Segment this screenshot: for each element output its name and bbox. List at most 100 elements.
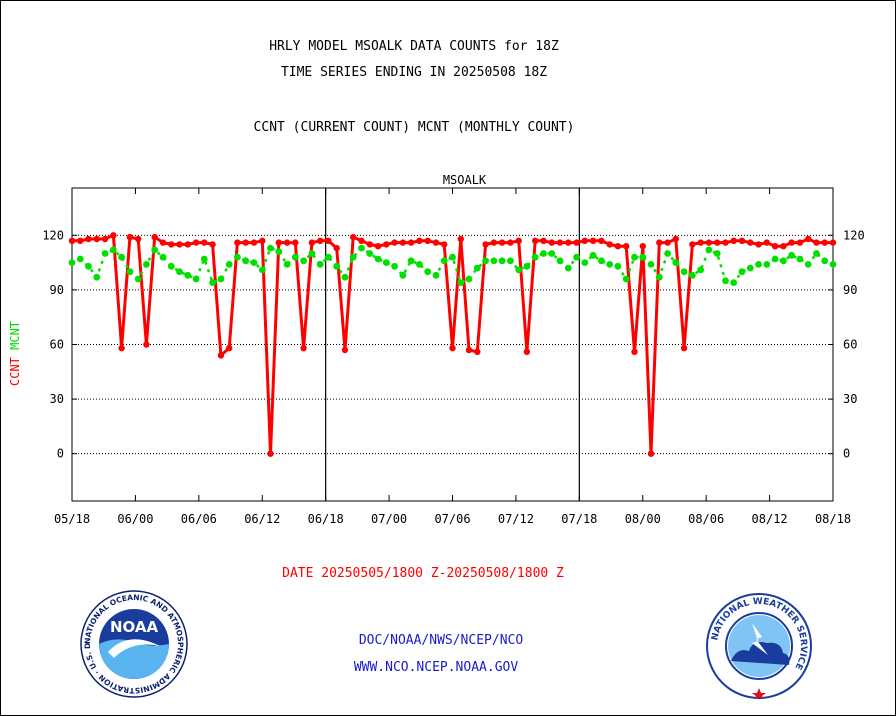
- point-mcnt: [465, 275, 473, 283]
- point-ccnt: [523, 348, 531, 355]
- point-ccnt: [515, 237, 522, 244]
- point-ccnt: [614, 243, 622, 250]
- point-ccnt: [457, 235, 464, 243]
- point-mcnt: [432, 271, 440, 279]
- point-mcnt: [746, 264, 754, 272]
- point-ccnt: [399, 239, 407, 246]
- point-ccnt: [788, 239, 795, 246]
- y-tick-label-left: 60: [50, 338, 64, 352]
- point-mcnt: [242, 257, 250, 265]
- point-mcnt: [374, 255, 382, 263]
- point-ccnt: [275, 239, 282, 246]
- point-ccnt: [391, 239, 398, 246]
- point-mcnt: [424, 268, 432, 276]
- point-ccnt: [689, 241, 696, 248]
- point-mcnt: [796, 255, 804, 263]
- point-ccnt: [333, 244, 340, 252]
- point-mcnt: [523, 262, 531, 270]
- point-ccnt: [548, 239, 555, 246]
- point-mcnt: [531, 253, 539, 261]
- point-mcnt: [93, 273, 101, 281]
- point-ccnt: [697, 239, 704, 246]
- y-tick-label-right: 30: [843, 392, 857, 406]
- x-tick-label: 08/06: [688, 512, 724, 526]
- point-ccnt: [292, 239, 299, 246]
- point-mcnt: [639, 253, 647, 261]
- point-ccnt: [374, 243, 382, 250]
- point-ccnt: [259, 237, 266, 244]
- point-mcnt: [275, 248, 283, 256]
- point-mcnt: [780, 257, 787, 265]
- point-mcnt: [680, 268, 688, 276]
- point-mcnt: [556, 257, 564, 265]
- point-ccnt: [407, 239, 415, 246]
- point-mcnt: [225, 261, 233, 268]
- point-ccnt: [432, 239, 440, 246]
- point-ccnt: [540, 237, 547, 244]
- point-ccnt: [705, 239, 713, 246]
- y-tick-label-right: 0: [843, 447, 850, 461]
- point-ccnt: [250, 239, 258, 246]
- point-mcnt: [449, 253, 456, 261]
- point-ccnt: [101, 235, 109, 243]
- point-mcnt: [788, 251, 795, 259]
- point-ccnt: [631, 348, 638, 355]
- x-tick-label: 08/12: [752, 512, 788, 526]
- point-mcnt: [507, 257, 514, 265]
- point-ccnt: [747, 239, 754, 246]
- point-ccnt: [623, 243, 630, 250]
- point-mcnt: [672, 259, 680, 266]
- point-ccnt: [780, 243, 787, 250]
- point-ccnt: [217, 352, 225, 359]
- point-mcnt: [325, 253, 332, 261]
- point-ccnt: [159, 239, 167, 246]
- point-ccnt: [192, 239, 200, 246]
- point-mcnt: [473, 264, 481, 272]
- x-tick-label: 07/12: [498, 512, 534, 526]
- point-ccnt: [300, 344, 307, 352]
- point-ccnt: [184, 241, 191, 248]
- point-ccnt: [565, 239, 572, 246]
- point-mcnt: [167, 262, 175, 270]
- point-mcnt: [622, 275, 630, 283]
- x-tick-label: 06/18: [308, 512, 344, 526]
- point-ccnt: [755, 241, 762, 248]
- point-mcnt: [110, 246, 117, 254]
- y-tick-label-right: 60: [843, 338, 857, 352]
- x-tick-label: 06/06: [181, 512, 217, 526]
- point-mcnt: [664, 250, 671, 257]
- y-tick-label-left: 120: [42, 228, 64, 242]
- point-mcnt: [440, 257, 448, 265]
- point-ccnt: [201, 239, 208, 246]
- point-mcnt: [482, 257, 489, 265]
- point-mcnt: [655, 273, 663, 281]
- y-axis-label-ccnt: CCNT: [8, 357, 22, 386]
- x-tick-label: 07/18: [561, 512, 597, 526]
- point-ccnt: [358, 237, 365, 244]
- point-mcnt: [382, 259, 390, 266]
- point-mcnt: [391, 262, 398, 270]
- point-mcnt: [705, 246, 713, 254]
- point-ccnt: [68, 237, 76, 244]
- x-tick-label: 05/18: [54, 512, 90, 526]
- point-mcnt: [76, 255, 84, 263]
- point-mcnt: [300, 257, 307, 265]
- point-ccnt: [738, 237, 746, 244]
- point-ccnt: [680, 344, 688, 352]
- point-ccnt: [308, 239, 316, 246]
- point-ccnt: [647, 450, 655, 457]
- point-mcnt: [614, 262, 622, 270]
- point-mcnt: [250, 259, 258, 266]
- point-mcnt: [515, 266, 523, 274]
- point-ccnt: [226, 344, 233, 352]
- point-mcnt: [490, 257, 498, 265]
- point-mcnt: [457, 279, 465, 286]
- x-tick-label: 08/00: [625, 512, 661, 526]
- point-mcnt: [573, 253, 580, 261]
- org-path: DOC/NOAA/NWS/NCEP/NCO: [358, 633, 524, 648]
- point-mcnt: [209, 279, 217, 286]
- point-mcnt: [366, 250, 374, 257]
- chart-title: MSOALK: [443, 173, 487, 187]
- point-ccnt: [813, 239, 820, 246]
